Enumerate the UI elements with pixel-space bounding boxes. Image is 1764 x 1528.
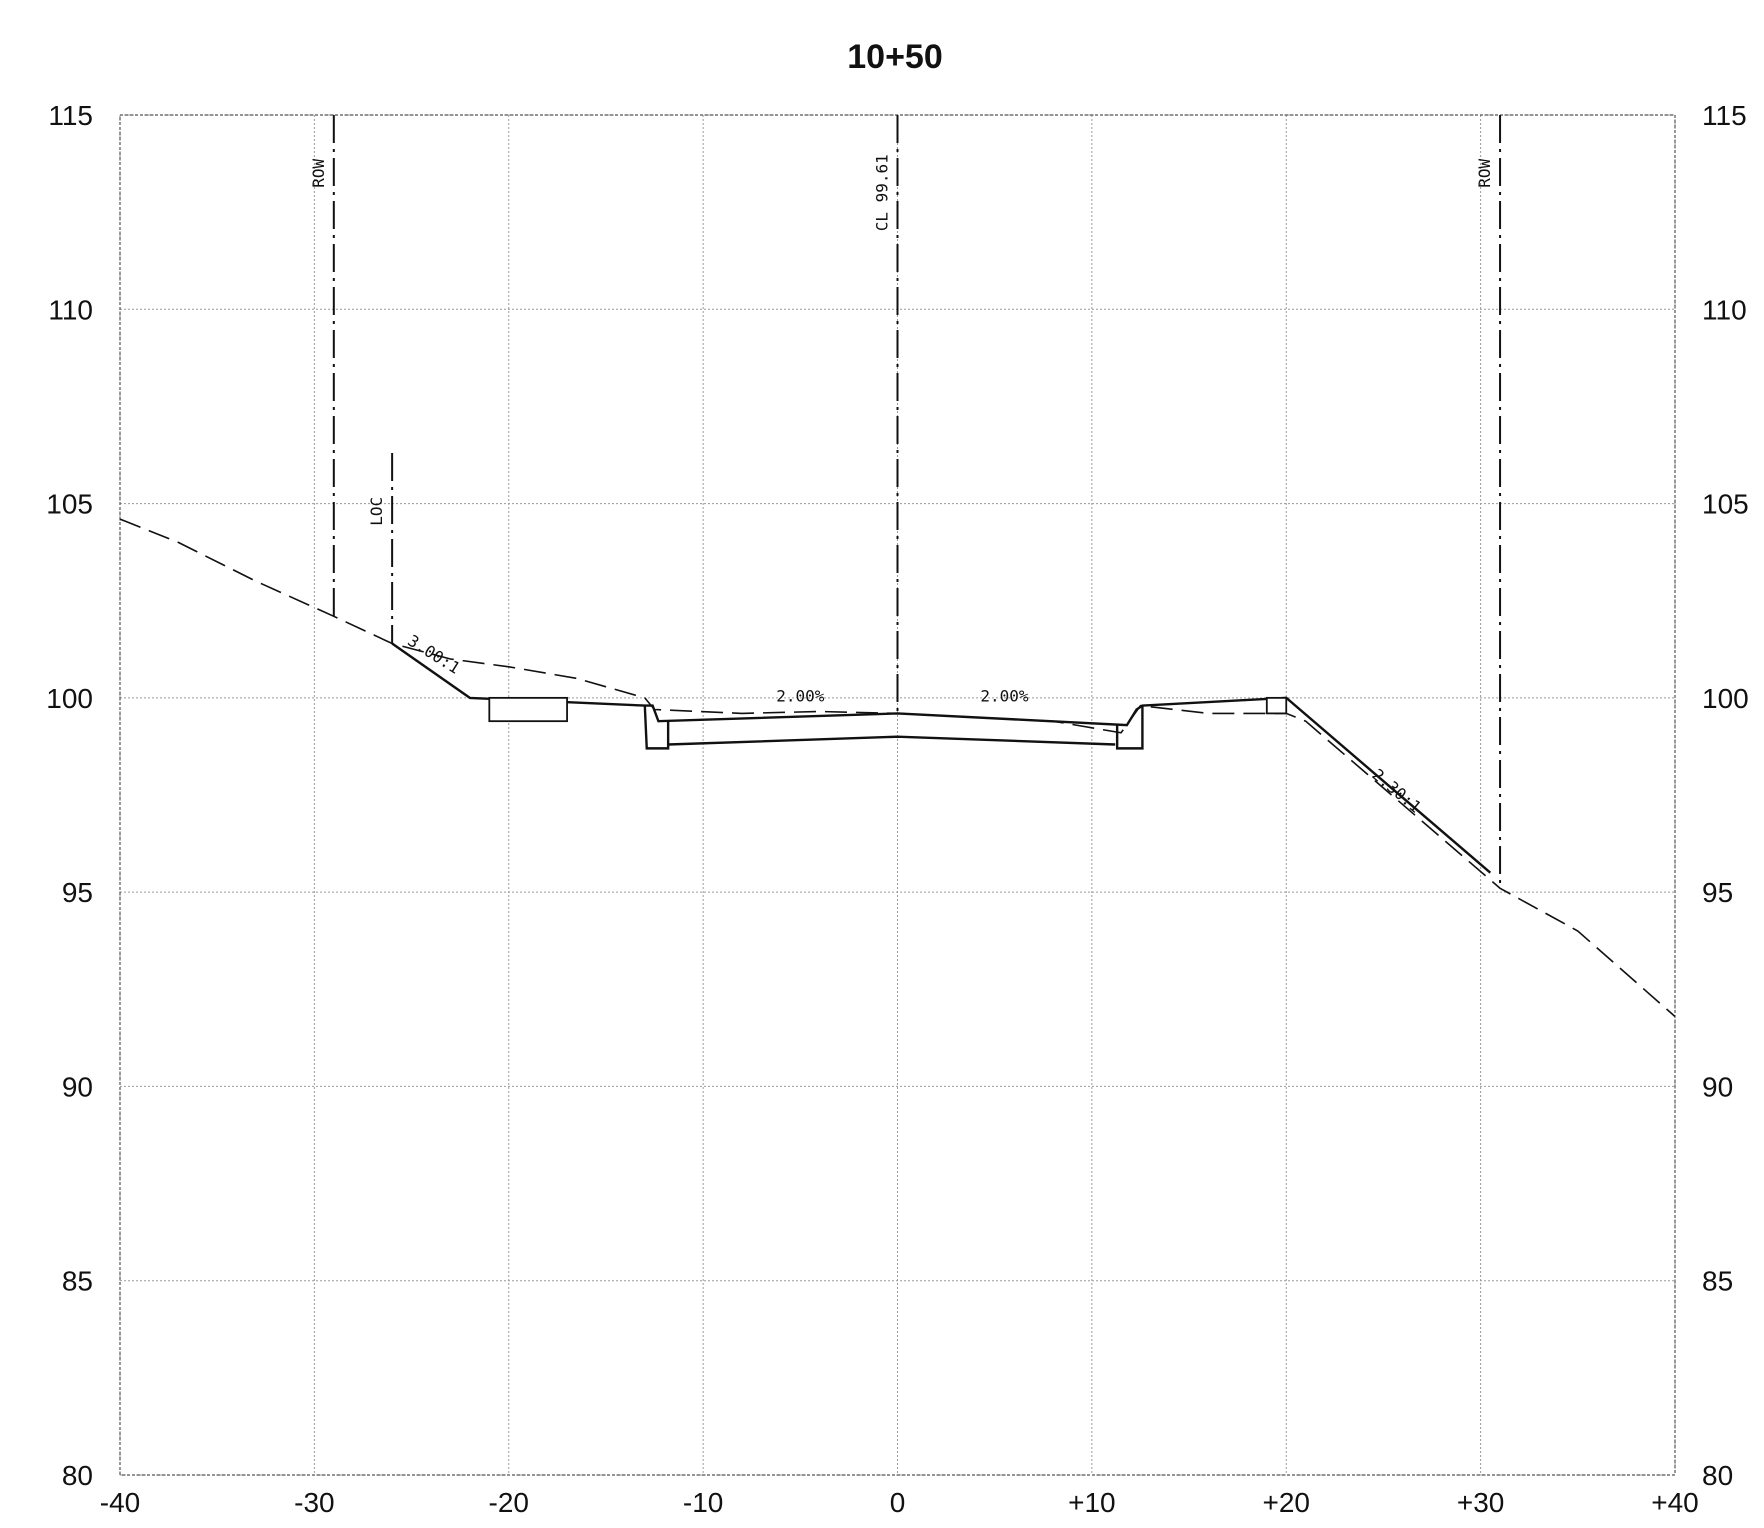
annotation-label: ROW xyxy=(1475,158,1494,187)
annotation-label: CL 99.61 xyxy=(873,154,892,231)
y-tick-label-right: 100 xyxy=(1702,683,1749,714)
y-tick-label-left: 85 xyxy=(62,1266,93,1297)
y-tick-label-left: 90 xyxy=(62,1071,93,1102)
chart-title: 10+50 xyxy=(847,38,943,76)
right-sidewalk-edge xyxy=(1265,696,1288,715)
y-tick-label-left: 100 xyxy=(46,683,93,714)
x-tick-label: +20 xyxy=(1263,1487,1311,1518)
y-axis-tick-labels: 115 115 110 110 105 105 100 100 95 95 90 90 85 85 80 80 xyxy=(46,100,1748,1491)
y-tick-label-right: 80 xyxy=(1702,1460,1733,1491)
y-tick-label-left: 105 xyxy=(46,489,93,520)
existing-ground-line xyxy=(119,518,1676,1018)
y-tick-label-right: 105 xyxy=(1702,489,1749,520)
grid xyxy=(119,114,1676,1476)
left-sidewalk-slab xyxy=(488,696,568,723)
y-tick-label-right: 85 xyxy=(1702,1266,1733,1297)
y-tick-label-left: 115 xyxy=(48,100,93,131)
design-section-line-2 xyxy=(668,735,1116,746)
curb-and-gutter-details xyxy=(488,696,1288,750)
annotation-label: 3.00:1 xyxy=(404,631,463,678)
y-tick-label-left: 110 xyxy=(48,294,93,325)
annotation-label: 2.30:1 xyxy=(1368,765,1424,817)
x-tick-label: +10 xyxy=(1068,1487,1116,1518)
y-tick-label-right: 110 xyxy=(1702,294,1747,325)
x-tick-label: +30 xyxy=(1457,1487,1505,1518)
x-tick-label: 0 xyxy=(890,1487,906,1518)
left-curb xyxy=(643,705,670,750)
annotation-label: 2.00% xyxy=(980,687,1029,706)
y-tick-label-left: 80 xyxy=(62,1460,93,1491)
profile-lines xyxy=(119,518,1676,1018)
annotation-label: LOC xyxy=(367,497,386,526)
x-tick-label: -20 xyxy=(489,1487,529,1518)
annotation-label: ROW xyxy=(309,158,328,187)
x-tick-label: +40 xyxy=(1651,1487,1699,1518)
x-tick-label: -10 xyxy=(683,1487,723,1518)
x-tick-label: -40 xyxy=(100,1487,140,1518)
x-tick-label: -30 xyxy=(294,1487,334,1518)
y-tick-label-right: 115 xyxy=(1702,100,1747,131)
annotation-label: 2.00% xyxy=(776,687,825,706)
y-tick-label-right: 90 xyxy=(1702,1071,1733,1102)
drawing-annotations: ROW LOC CL 99.61 ROW 3.00:1 2.00% 2.00% 2.30:1 xyxy=(309,154,1494,816)
right-curb xyxy=(1115,705,1144,750)
design-section-line-1 xyxy=(391,642,1492,874)
x-axis-tick-labels: -40 -30 -20 -10 0 +10 +20 +30 +40 xyxy=(100,1487,1699,1518)
y-tick-label-left: 95 xyxy=(62,877,93,908)
station-markers xyxy=(332,115,1502,885)
y-tick-label-right: 95 xyxy=(1702,877,1733,908)
